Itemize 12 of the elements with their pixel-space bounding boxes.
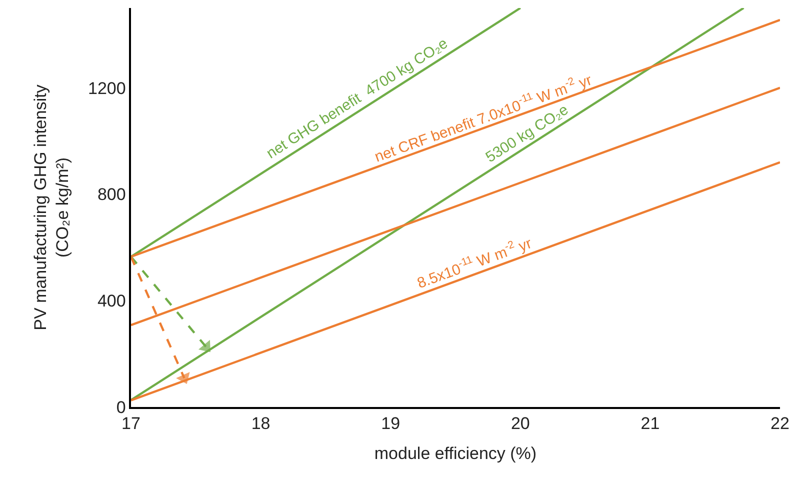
x-tick-label: 22: [770, 414, 790, 434]
x-tick-label: 21: [640, 414, 660, 434]
x-tick-label: 17: [122, 414, 140, 434]
y-tick-label: 400: [97, 292, 126, 311]
x-tick-label: 19: [381, 414, 400, 434]
x-tick-label: 18: [251, 414, 270, 434]
y-tick-label: 800: [97, 185, 126, 204]
y-tick-label: 1200: [88, 78, 126, 98]
x-tick-label: 20: [510, 414, 530, 434]
y-axis-title: PV manufacturing GHG intensity (CO₂e kg/m²): [30, 84, 72, 330]
y-tick-label: 0: [116, 398, 126, 417]
x-axis-title: module efficiency (%): [374, 444, 537, 464]
